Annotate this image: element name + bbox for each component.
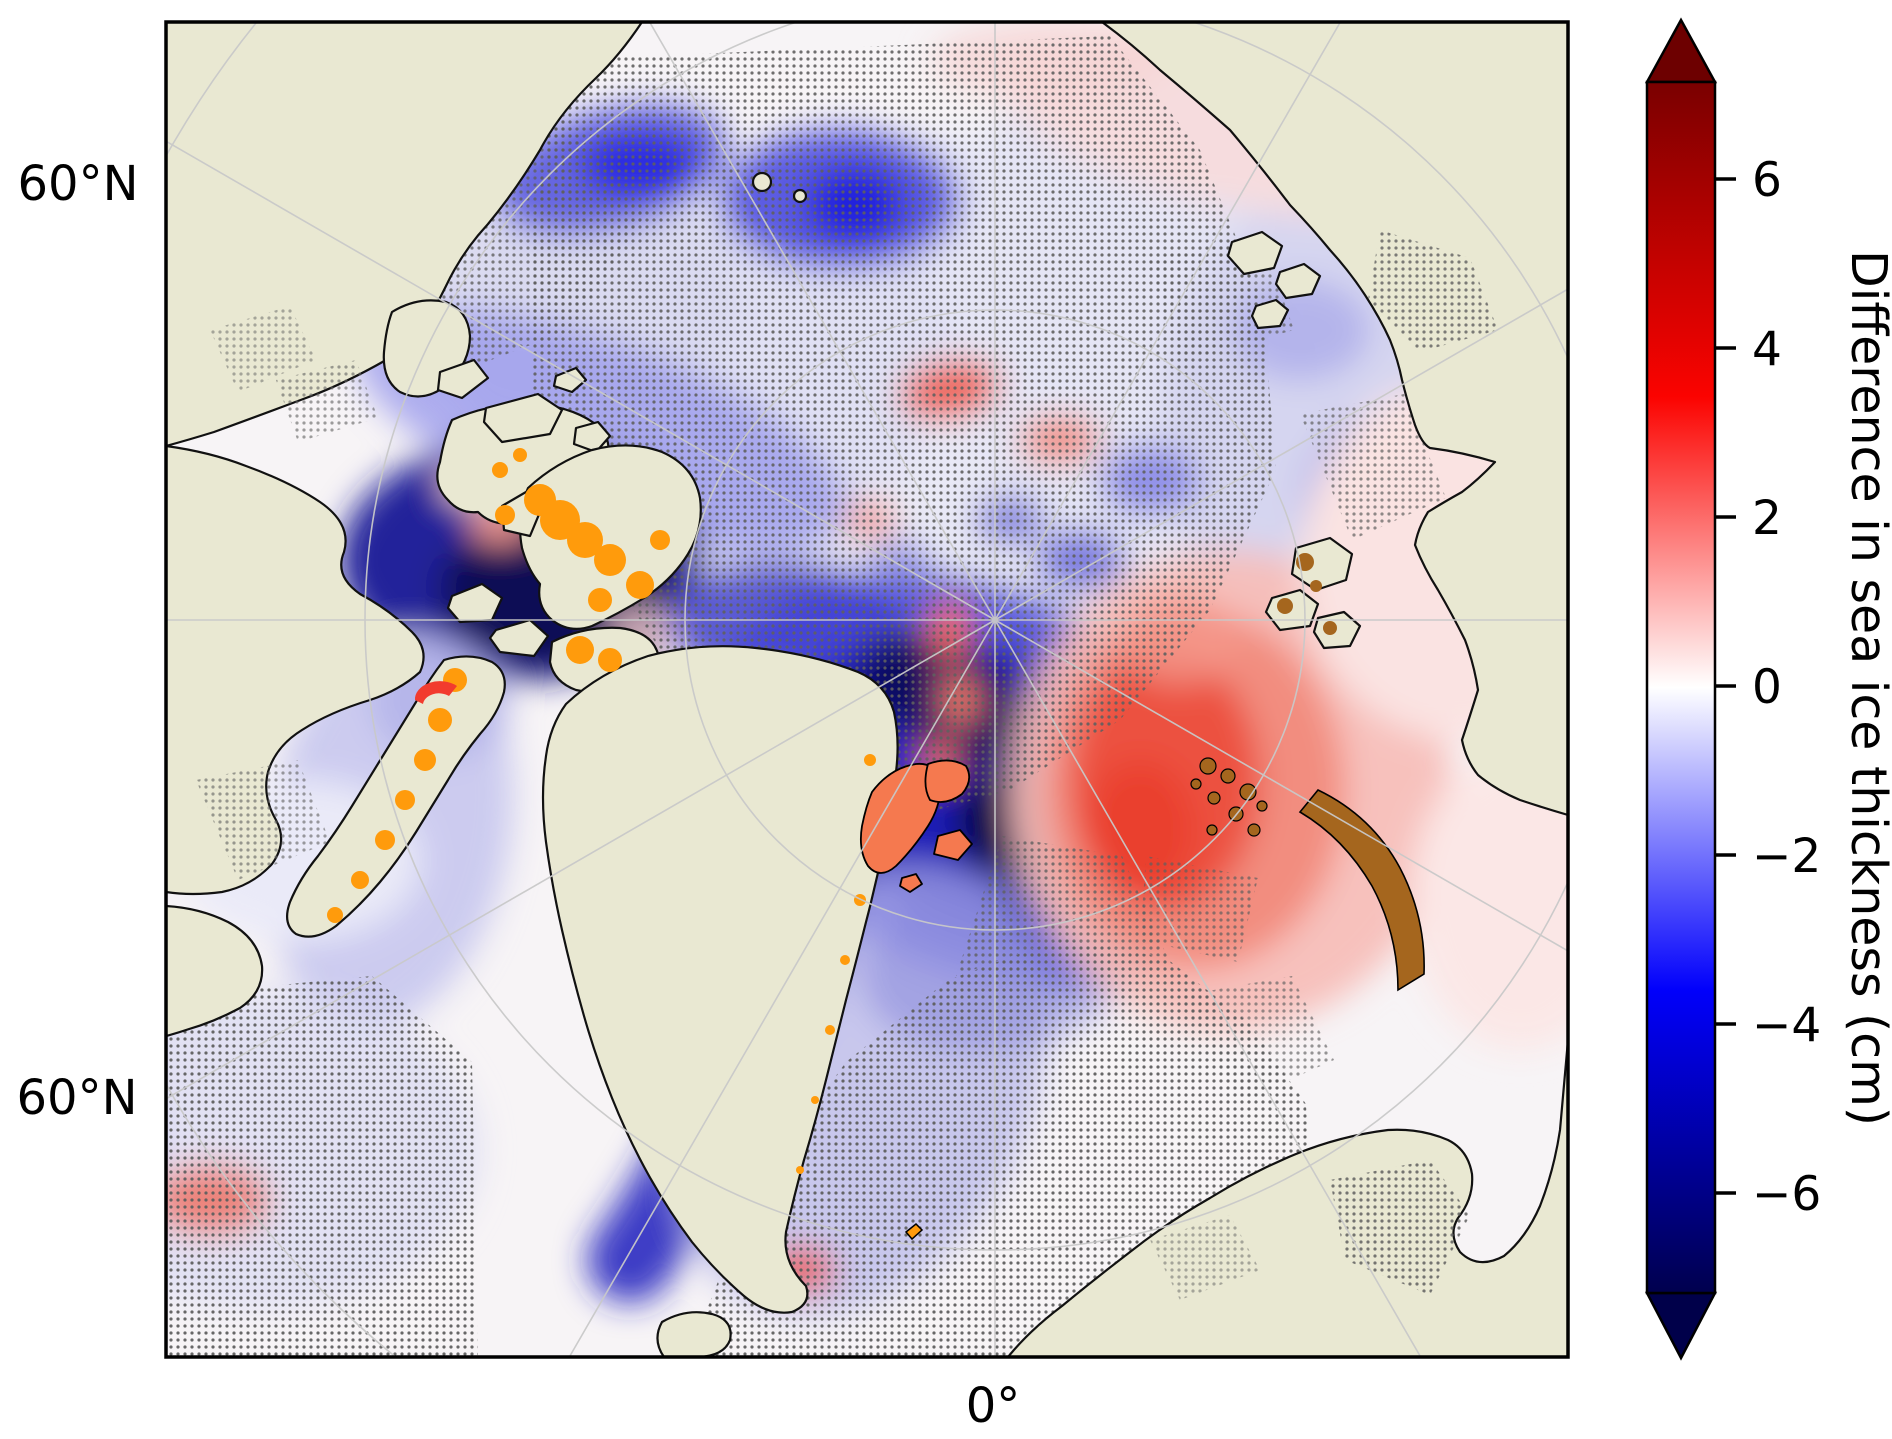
stipple-layer xyxy=(166,36,1446,1357)
colorbar: 6 4 2 0 −2 −4 −6 Difference in sea ice t… xyxy=(1644,17,1892,1361)
colorbar-title: Difference in sea ice thickness (cm) xyxy=(1840,250,1892,1126)
colorbar-gradient xyxy=(1645,80,1717,1295)
jan-mayen-island xyxy=(904,1222,924,1241)
colorbar-tick-6: 6 xyxy=(1752,153,1782,208)
colorbar-tick-neg6: −6 xyxy=(1752,1167,1821,1222)
lat-label-bottom-left: 60°N xyxy=(17,1070,138,1126)
red-coastal-anomaly xyxy=(414,681,457,704)
land-layer xyxy=(166,22,1568,1357)
colorbar-tick-neg4: −4 xyxy=(1752,998,1821,1053)
colorbar-extend-min-arrow xyxy=(1644,1291,1718,1361)
lat-label-top-left: 60°N xyxy=(18,156,139,212)
colorbar-extend-max-arrow xyxy=(1644,17,1718,84)
colorbar-tick-2: 2 xyxy=(1752,491,1782,546)
colorbar-tick-marks xyxy=(1715,177,1736,1195)
colorbar-tick-0: 0 xyxy=(1752,660,1782,715)
lon-label-bottom: 0° xyxy=(966,1378,1021,1434)
colorbar-tick-neg2: −2 xyxy=(1752,829,1821,884)
svalbard-islands xyxy=(859,759,973,893)
novaya-zemlya xyxy=(1298,789,1425,992)
colorbar-tick-4: 4 xyxy=(1752,322,1782,377)
colorbar-tick-labels: 6 4 2 0 −2 −4 −6 xyxy=(1752,153,1821,1222)
map-frame xyxy=(164,20,1570,1359)
franz-josef-land xyxy=(1190,757,1268,837)
